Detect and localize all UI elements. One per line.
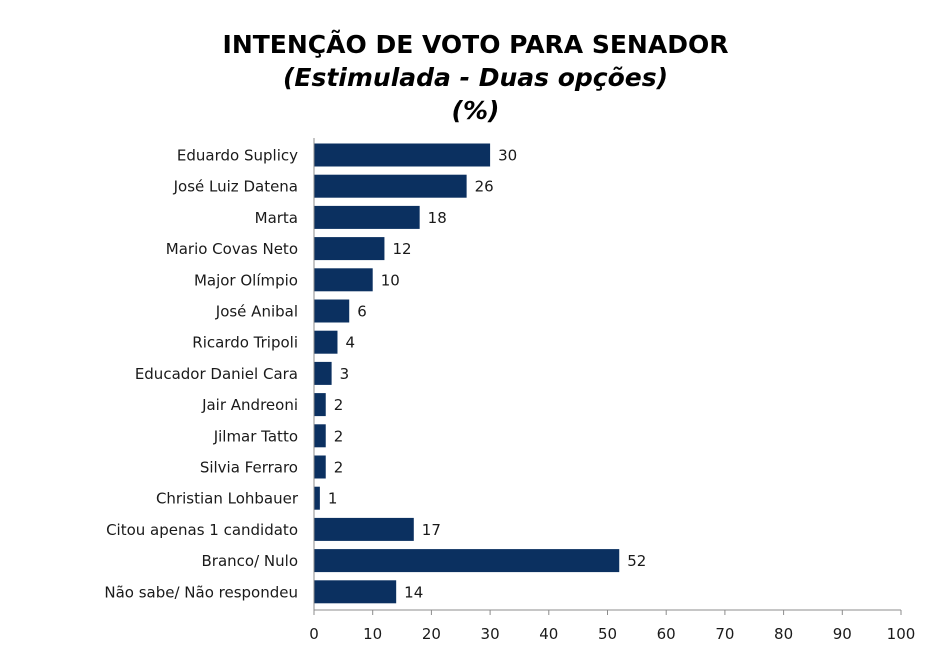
bar bbox=[314, 361, 332, 385]
x-tick-label: 0 bbox=[309, 625, 319, 643]
value-label: 12 bbox=[392, 240, 411, 258]
category-label: José Anibal bbox=[215, 303, 298, 321]
value-label: 10 bbox=[381, 271, 400, 289]
category-label: Eduardo Suplicy bbox=[177, 147, 298, 165]
x-tick-label: 10 bbox=[363, 625, 382, 643]
bar bbox=[314, 205, 420, 229]
bar bbox=[314, 330, 338, 354]
x-tick-label: 20 bbox=[422, 625, 441, 643]
category-label: Não sabe/ Não respondeu bbox=[104, 583, 298, 601]
category-label: Jair Andreoni bbox=[201, 396, 298, 414]
value-label: 26 bbox=[475, 178, 494, 196]
category-label: Educador Daniel Cara bbox=[135, 365, 298, 383]
bar bbox=[314, 455, 326, 479]
category-label: Jilmar Tatto bbox=[213, 427, 298, 445]
x-tick-label: 40 bbox=[539, 625, 558, 643]
value-label: 30 bbox=[498, 147, 517, 165]
x-tick-label: 80 bbox=[774, 625, 793, 643]
bar bbox=[314, 237, 385, 261]
x-tick-label: 90 bbox=[833, 625, 852, 643]
bar bbox=[314, 268, 373, 292]
x-tick-label: 100 bbox=[887, 625, 916, 643]
bar bbox=[314, 486, 320, 510]
bar bbox=[314, 424, 326, 448]
value-label: 18 bbox=[428, 209, 447, 227]
x-axis: 0 10 20 30 40 50 60 70 80 90 100 bbox=[309, 138, 915, 643]
value-label: 1 bbox=[328, 490, 338, 508]
x-tick-label: 60 bbox=[657, 625, 676, 643]
bar bbox=[314, 299, 350, 323]
chart-titles: INTENÇÃO DE VOTO PARA SENADOR (Estimulad… bbox=[0, 28, 951, 127]
category-label: Marta bbox=[255, 209, 298, 227]
chart-subtitle: (Estimulada - Duas opções) bbox=[282, 63, 669, 92]
value-label: 4 bbox=[345, 334, 355, 352]
category-label: Silvia Ferraro bbox=[200, 459, 298, 477]
value-label: 2 bbox=[334, 459, 344, 477]
category-label: Citou apenas 1 candidato bbox=[106, 521, 298, 539]
bar bbox=[314, 580, 397, 604]
category-label: Branco/ Nulo bbox=[202, 552, 298, 570]
value-label: 2 bbox=[334, 396, 344, 414]
category-label: Mario Covas Neto bbox=[166, 240, 298, 258]
category-label: José Luiz Datena bbox=[173, 178, 298, 196]
bar bbox=[314, 174, 467, 198]
category-label: Major Olímpio bbox=[194, 271, 298, 289]
x-tick-label: 70 bbox=[715, 625, 734, 643]
value-label: 3 bbox=[340, 365, 350, 383]
chart-title: INTENÇÃO DE VOTO PARA SENADOR bbox=[222, 30, 729, 59]
chart-unit: (%) bbox=[451, 96, 500, 125]
value-label: 52 bbox=[627, 552, 646, 570]
category-label: Ricardo Tripoli bbox=[192, 334, 298, 352]
x-tick-label: 30 bbox=[481, 625, 500, 643]
value-label: 14 bbox=[404, 583, 423, 601]
value-label: 6 bbox=[357, 303, 367, 321]
bar bbox=[314, 517, 414, 541]
bar bbox=[314, 393, 326, 417]
x-tick-label: 50 bbox=[598, 625, 617, 643]
value-label: 17 bbox=[422, 521, 441, 539]
category-label: Christian Lohbauer bbox=[156, 490, 299, 508]
bar bbox=[314, 549, 620, 573]
bar bbox=[314, 143, 491, 167]
value-label: 2 bbox=[334, 427, 344, 445]
